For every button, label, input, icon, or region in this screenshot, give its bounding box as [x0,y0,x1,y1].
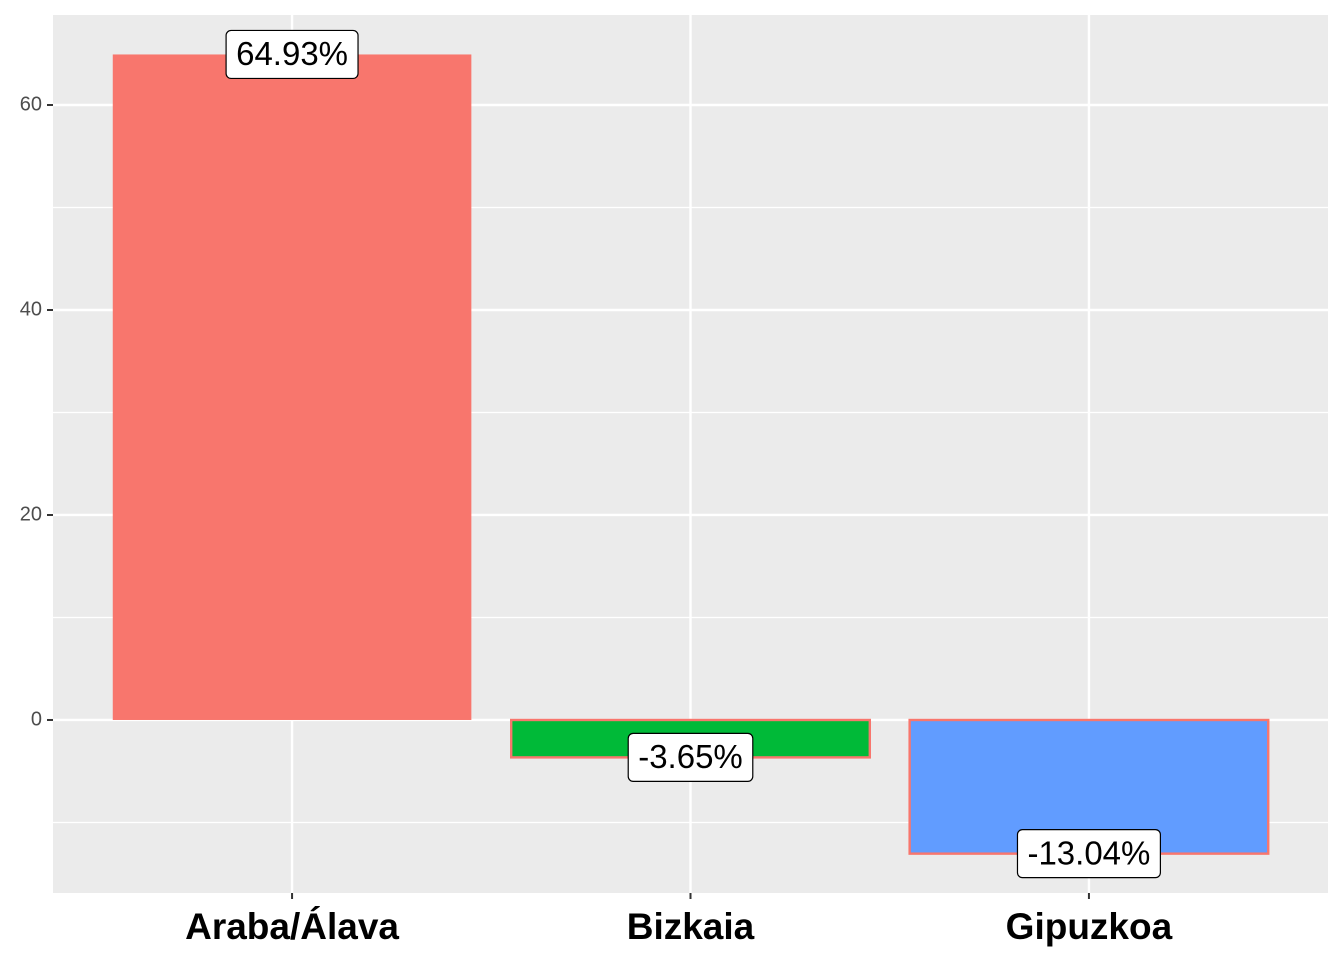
y-tick-label: 40 [20,298,42,320]
x-tick-label: Araba/Álava [185,906,399,947]
y-tick-label: 60 [20,93,42,115]
value-label: -13.04% [1027,834,1150,871]
x-tick-label: Bizkaia [627,906,755,947]
value-label: -3.65% [638,738,743,775]
y-tick-label: 20 [20,503,42,525]
value-label: 64.93% [236,35,348,72]
bar [112,54,472,720]
x-tick-label: Gipuzkoa [1006,906,1173,947]
value-label-box [1016,829,1161,879]
value-label-box [225,29,359,80]
y-tick-label: 0 [31,708,42,730]
value-label-box [627,732,754,782]
